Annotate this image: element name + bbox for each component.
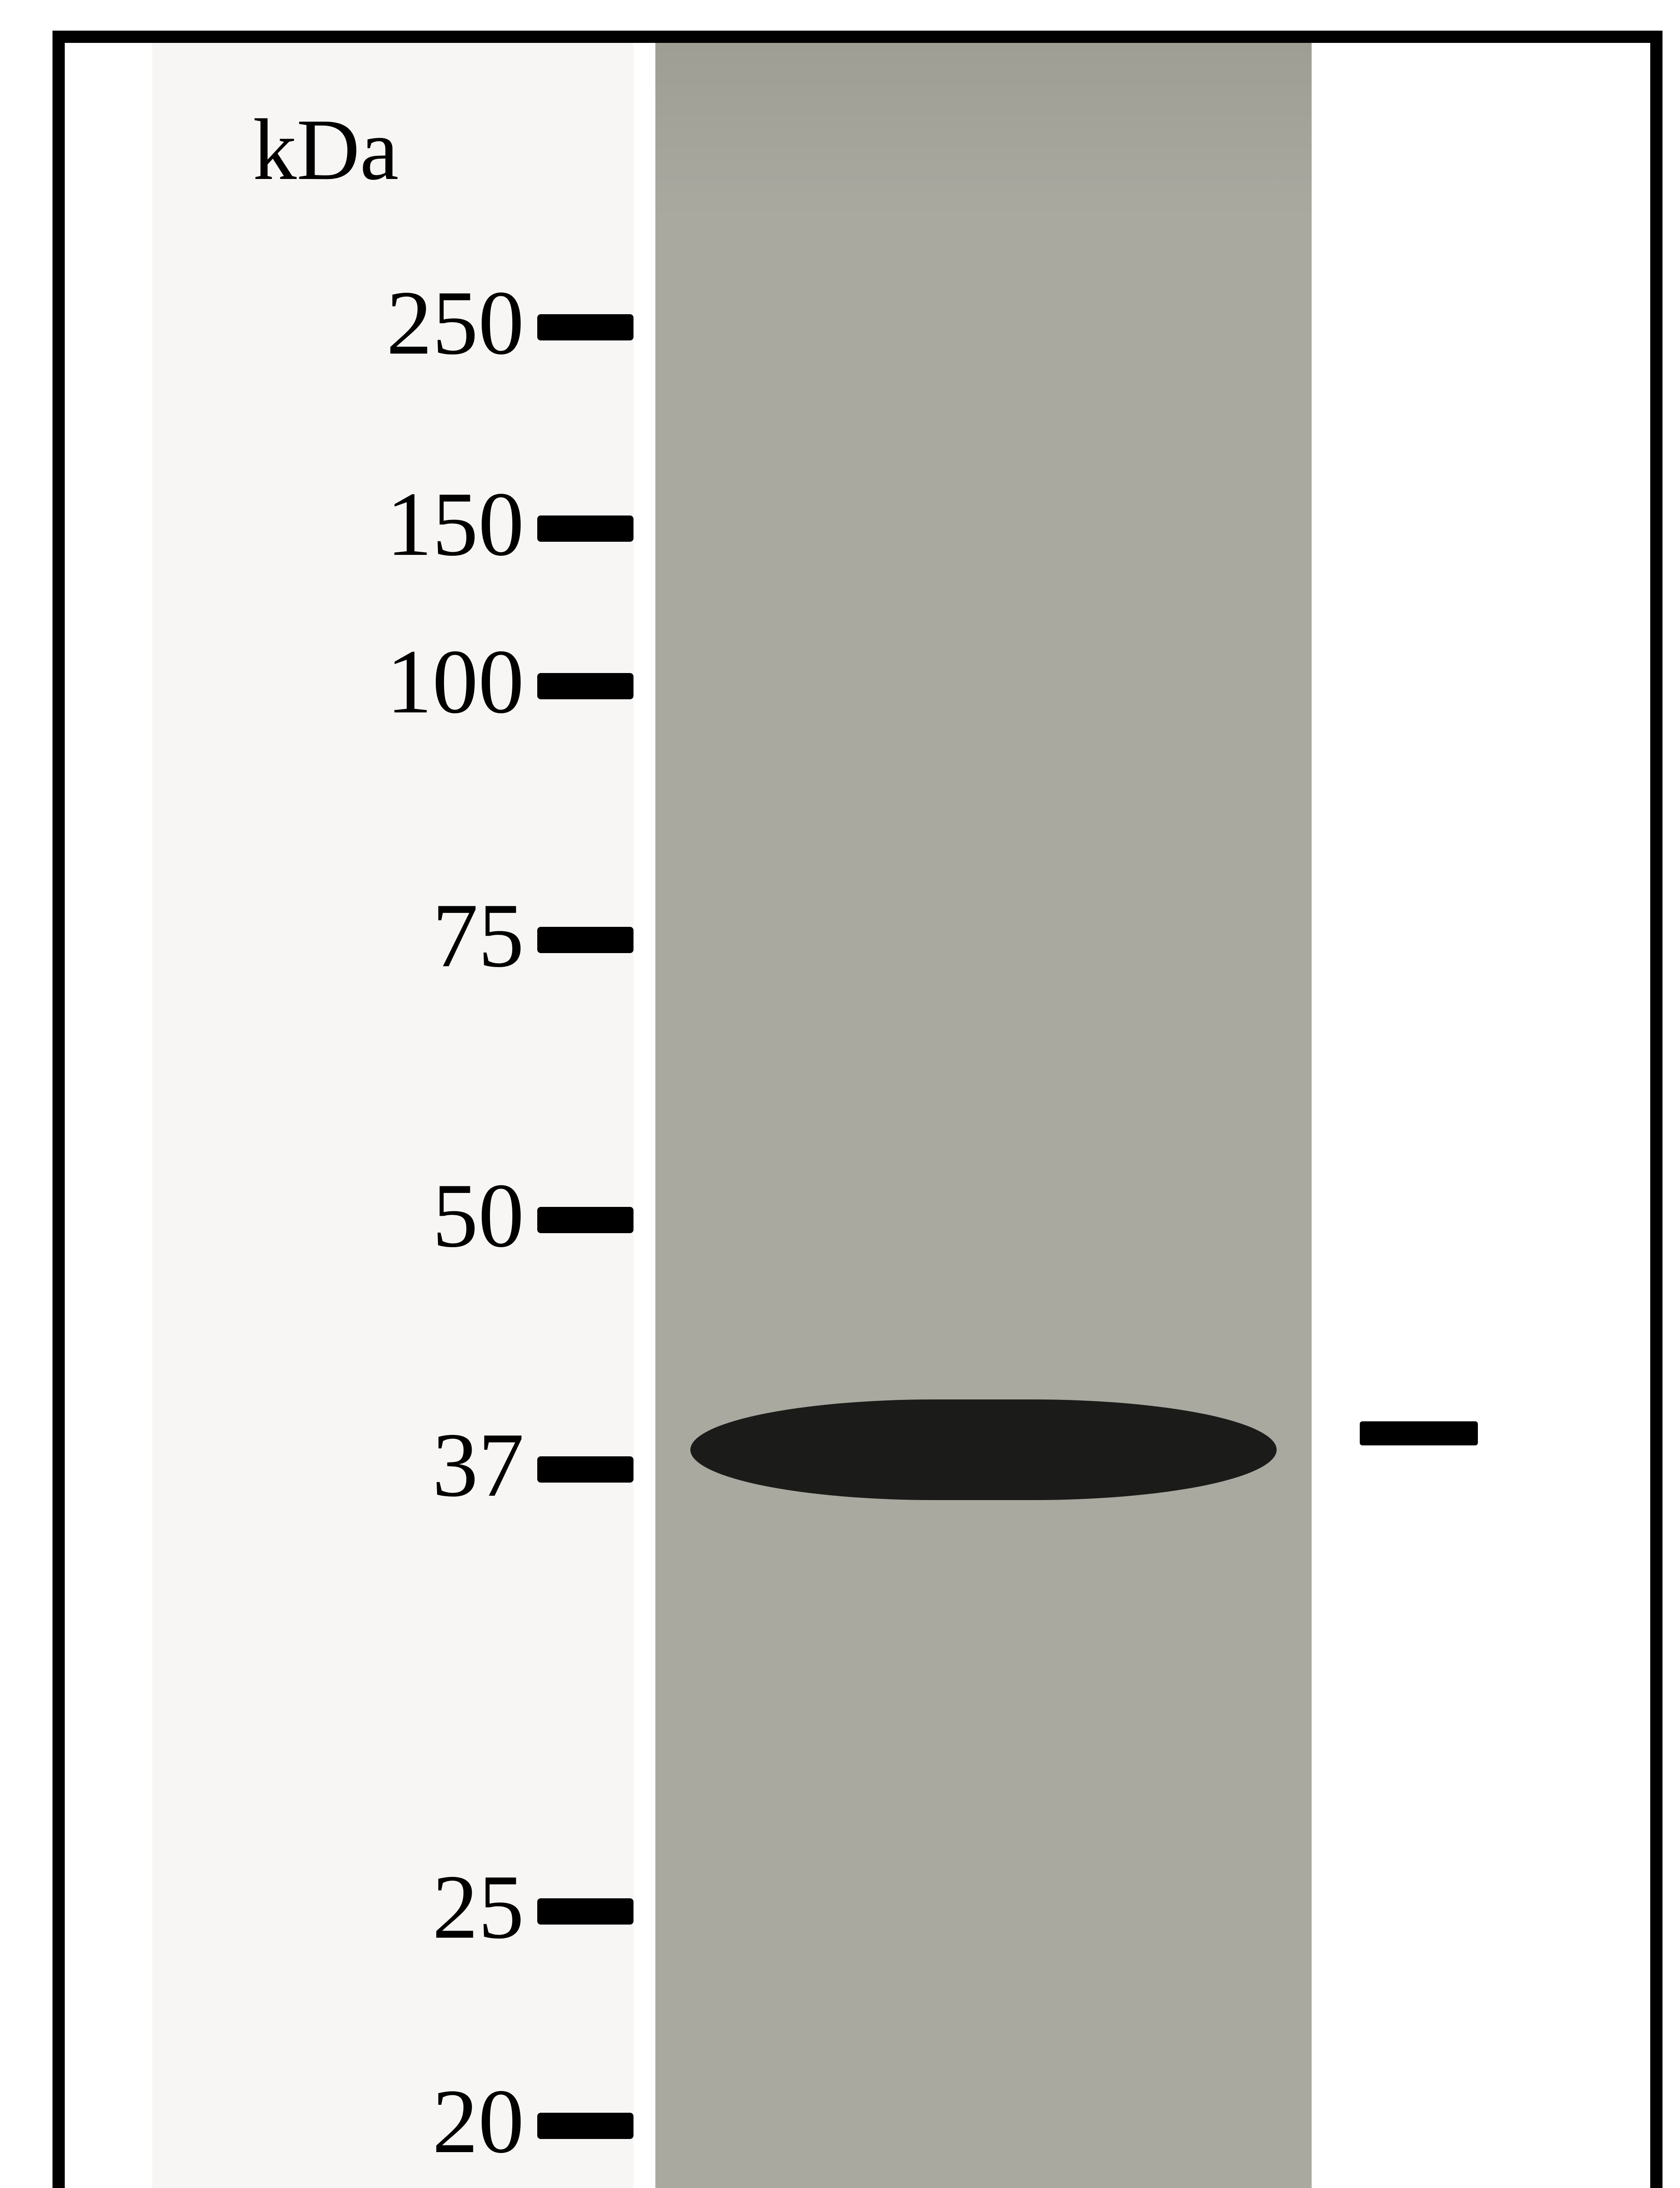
ladder-row: 75 — [152, 927, 634, 966]
primary-band-37kDa — [690, 1399, 1277, 1500]
ladder-tick — [537, 1898, 634, 1925]
ladder-tick — [537, 515, 634, 542]
ladder-row: 20 — [152, 2113, 634, 2152]
ladder-value: 50 — [262, 1163, 524, 1269]
ladder-value: 20 — [262, 2069, 524, 2174]
blot-outer-frame: kDa 250150100755037252015 — [52, 31, 1662, 2188]
ladder-value: 25 — [262, 1855, 524, 1960]
blot-content: kDa 250150100755037252015 — [65, 43, 1650, 2188]
ladder-row: 37 — [152, 1456, 634, 1496]
ladder-value: 37 — [262, 1413, 524, 1518]
lane-noise-overlay — [655, 43, 1312, 2188]
ladder-tick — [537, 314, 634, 340]
ladder-row: 150 — [152, 515, 634, 555]
ladder-tick — [537, 927, 634, 953]
ladder-value: 100 — [262, 629, 524, 735]
ladder-tick — [537, 673, 634, 699]
ladder-row: 25 — [152, 1898, 634, 1938]
ladder-value: 75 — [262, 883, 524, 989]
ladder-value: 150 — [262, 472, 524, 577]
ladder-row: 50 — [152, 1207, 634, 1246]
lane-top-shade — [655, 43, 1312, 218]
ladder-row: 100 — [152, 673, 634, 712]
ladder-tick — [537, 1456, 634, 1483]
ladder-tick — [537, 1207, 634, 1233]
band-indicator-tick — [1360, 1421, 1478, 1445]
ladder-value: 250 — [262, 270, 524, 376]
ladder-tick — [537, 2113, 634, 2139]
blot-lane — [655, 43, 1312, 2188]
ladder-row: 250 — [152, 314, 634, 354]
unit-label: kDa — [253, 100, 399, 200]
